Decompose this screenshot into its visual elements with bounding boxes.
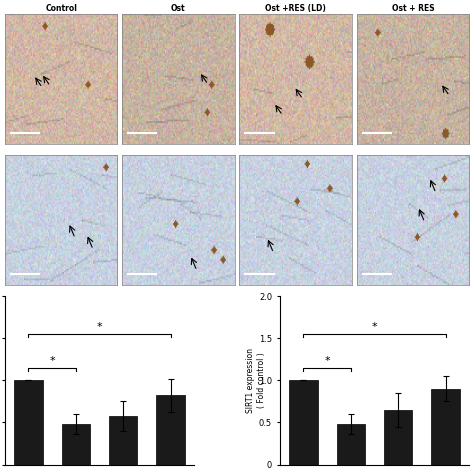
Bar: [109, 416, 137, 465]
Y-axis label: SIRT1 expression
( Fold control ): SIRT1 expression ( Fold control ): [246, 348, 266, 413]
Text: *: *: [324, 356, 330, 366]
Bar: [156, 395, 185, 465]
Bar: [289, 380, 318, 465]
Bar: [431, 389, 460, 465]
Bar: [337, 424, 365, 465]
Title: Ost +RES (LD): Ost +RES (LD): [265, 4, 326, 13]
Text: *: *: [372, 322, 377, 332]
Bar: [62, 424, 90, 465]
Bar: [384, 410, 412, 465]
Text: *: *: [49, 356, 55, 366]
Title: Ost: Ost: [171, 4, 186, 13]
Title: Control: Control: [45, 4, 77, 13]
Bar: [14, 380, 43, 465]
Title: Ost + RES: Ost + RES: [392, 4, 434, 13]
Text: *: *: [97, 322, 102, 332]
